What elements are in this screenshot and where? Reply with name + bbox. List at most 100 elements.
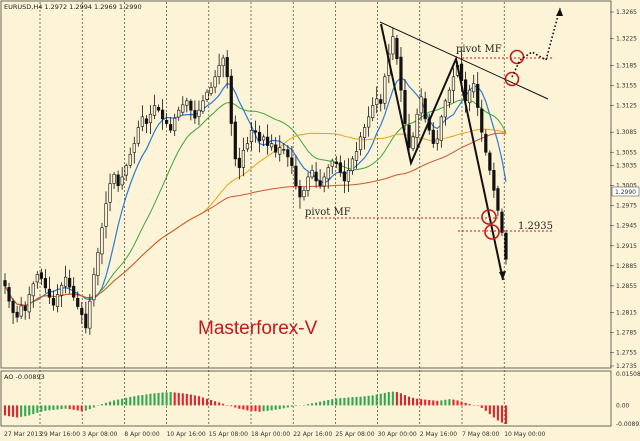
- x-tick-label: 7 May 08:00: [462, 431, 500, 438]
- level-label: 1.2935: [518, 221, 553, 232]
- target-circle-low: [504, 71, 520, 87]
- candle-body: [371, 105, 375, 119]
- support-circle: [484, 224, 500, 240]
- candle-body: [282, 149, 286, 151]
- zigzag-wave: [380, 23, 504, 281]
- x-tick-label: 2 May 16:00: [420, 431, 458, 438]
- candle-body: [156, 107, 161, 111]
- candle-body: [225, 57, 229, 78]
- candle-body: [177, 109, 181, 118]
- candle-body: [193, 110, 197, 119]
- moving-average-line: [4, 132, 507, 307]
- candle-body: [104, 203, 108, 227]
- candle-body: [76, 298, 80, 307]
- ao-histogram: [3, 391, 508, 424]
- candle-body: [302, 190, 306, 198]
- pivot-circle: [481, 209, 497, 225]
- candle-body: [391, 36, 395, 55]
- candle-body: [128, 153, 132, 166]
- y-tick-label: 1.3155: [616, 82, 637, 89]
- candle-body: [112, 174, 116, 184]
- y-tick-label: 1.2885: [616, 263, 637, 270]
- candle-body: [403, 90, 407, 124]
- candle-body: [375, 98, 379, 105]
- ao-tick-label: 0.00: [616, 402, 630, 409]
- candle-body: [169, 124, 173, 131]
- candle-body: [253, 130, 258, 133]
- candle-body: [245, 143, 250, 150]
- candle-body: [148, 113, 153, 124]
- candle-body: [500, 211, 504, 233]
- candle-body: [472, 83, 476, 93]
- candle-body: [399, 56, 403, 91]
- candle-body: [160, 109, 165, 120]
- candle-body: [173, 117, 177, 132]
- candle-body: [350, 158, 355, 171]
- candle-body: [55, 294, 60, 307]
- candle-body: [241, 149, 245, 168]
- candle-body: [233, 121, 237, 160]
- price-axis: 1.3265 1.3225 1.3185 1.3155 1.3125 1.3085 1.30…: [610, 9, 637, 370]
- candle-body: [59, 284, 64, 296]
- ao-axis: 0.01508 0.00 -0.00893: [616, 371, 640, 428]
- candle-body: [492, 170, 496, 191]
- candle-body: [124, 165, 128, 176]
- candle-body: [338, 162, 342, 173]
- candle-body: [447, 89, 452, 103]
- candle-body: [47, 288, 52, 298]
- candle-body: [383, 76, 387, 104]
- candle-body: [185, 100, 189, 106]
- candle-body: [213, 76, 217, 88]
- y-tick-label: 1.3055: [616, 149, 637, 156]
- x-tick-label: 15 Apr 08:00: [209, 431, 248, 438]
- candle-body: [257, 131, 262, 142]
- y-tick-label: 1.3265: [616, 9, 637, 16]
- candle-body: [140, 116, 144, 127]
- candle-body: [205, 91, 209, 100]
- x-tick-label: 27 Mar 2013: [4, 431, 42, 438]
- candle-body: [7, 287, 11, 302]
- analysis-overlays: pivot MF pivot MF 1.2935 Masterforex-V: [198, 7, 563, 339]
- candle-body: [209, 87, 213, 94]
- candle-body: [144, 118, 149, 124]
- candle-body: [274, 144, 278, 153]
- candle-body: [314, 171, 318, 182]
- candle-body: [294, 165, 298, 186]
- candle-body: [358, 136, 363, 151]
- y-tick-label: 1.3125: [616, 103, 637, 110]
- candle-body: [476, 83, 480, 108]
- candle-body: [136, 127, 140, 144]
- candle-body: [354, 151, 359, 161]
- watermark-text: Masterforex-V: [198, 318, 318, 339]
- candle-body: [395, 38, 399, 60]
- candle-body: [306, 176, 310, 191]
- y-tick-label: 1.3035: [616, 163, 637, 170]
- candle-body: [237, 157, 241, 168]
- resistance-trendline: [379, 21, 549, 100]
- candle-body: [362, 127, 367, 138]
- candle-body: [108, 183, 112, 203]
- candle-body: [197, 109, 201, 117]
- y-tick-label: 1.2815: [616, 310, 637, 317]
- candle-body: [68, 277, 72, 288]
- candle-body: [100, 227, 104, 255]
- candle-body: [152, 105, 157, 116]
- y-tick-label: 1.3225: [616, 36, 637, 43]
- vertical-grid: [39, 2, 505, 425]
- candle-body: [411, 136, 415, 149]
- candle-body: [92, 274, 96, 301]
- candle-body: [431, 129, 435, 144]
- candle-body: [51, 297, 56, 306]
- candle-body: [435, 138, 439, 144]
- candle-body: [419, 96, 423, 114]
- current-price-label: 1.2990: [615, 189, 636, 196]
- y-tick-label: 1.2945: [616, 223, 637, 230]
- pivot-bottom-label: pivot MF: [305, 207, 351, 218]
- ao-tick-label: 0.01508: [616, 371, 640, 378]
- candle-body: [415, 113, 419, 138]
- candle-body: [96, 252, 100, 276]
- x-tick-label: 18 Apr 00:00: [251, 431, 290, 438]
- candle-body: [11, 300, 15, 313]
- candle-body: [379, 99, 383, 104]
- candle-body: [229, 75, 233, 124]
